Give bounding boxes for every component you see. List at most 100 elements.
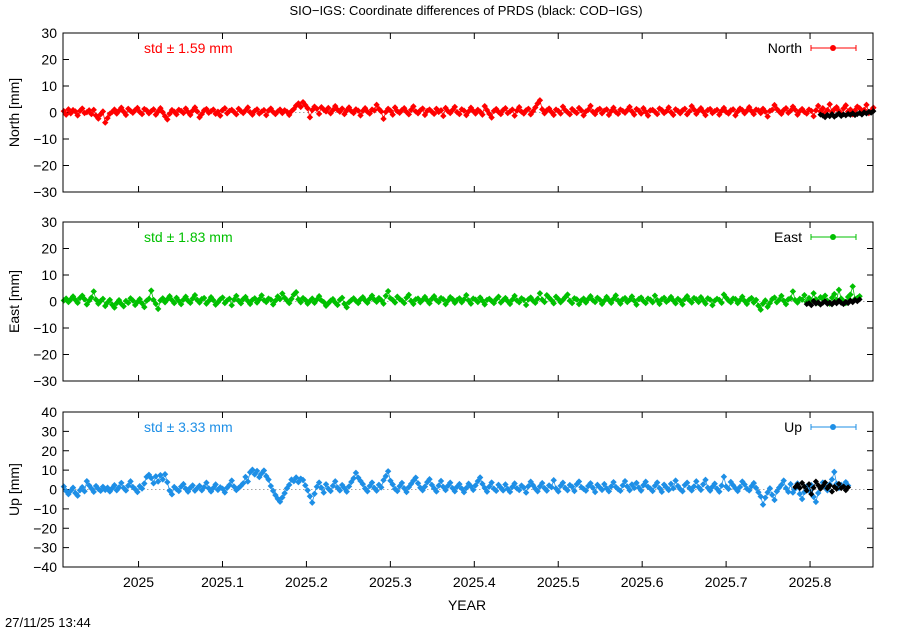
data-point [759, 105, 767, 112]
std-annotation: std ± 1.59 mm [144, 40, 233, 56]
data-point [568, 483, 576, 490]
data-point [97, 297, 104, 305]
data-point [697, 486, 705, 494]
data-point [651, 108, 659, 115]
data-point [378, 108, 385, 115]
data-point [389, 111, 396, 118]
data-point [550, 111, 557, 119]
data-point [702, 111, 709, 119]
data-point [591, 110, 599, 118]
data-point [762, 494, 769, 501]
data-point [679, 107, 686, 114]
data-point [787, 480, 794, 488]
data-point [288, 295, 295, 303]
data-point [253, 106, 261, 113]
data-point [88, 485, 95, 492]
data-point [306, 493, 314, 500]
reference-series-north [817, 108, 877, 121]
data-point [410, 300, 417, 308]
data-point [642, 478, 649, 485]
data-point [566, 111, 574, 118]
data-point [306, 114, 314, 121]
data-point [564, 487, 571, 494]
data-point [343, 488, 350, 495]
data-point [642, 108, 649, 116]
reference-point [856, 296, 863, 303]
data-point [134, 488, 141, 496]
data-point [801, 291, 808, 299]
data-point [573, 109, 580, 117]
data-point [177, 483, 185, 490]
data-point [338, 105, 346, 112]
data-point [269, 487, 277, 495]
data-point [614, 485, 622, 493]
data-point [548, 483, 555, 491]
data-point [175, 297, 183, 305]
data-point [244, 104, 252, 111]
data-point [212, 481, 219, 488]
data-point [697, 294, 705, 301]
data-point [626, 103, 633, 111]
data-point [424, 107, 431, 115]
y-tick-label: 20 [41, 52, 57, 68]
data-point [311, 490, 318, 497]
data-point [99, 108, 107, 115]
data-point [118, 104, 125, 111]
data-point [382, 472, 390, 480]
data-point [605, 111, 613, 119]
data-point [688, 487, 695, 494]
data-point [136, 295, 143, 303]
data-point [516, 104, 523, 111]
data-point [628, 108, 636, 115]
data-point [683, 479, 691, 486]
data-point [815, 489, 822, 497]
data-point [709, 302, 716, 309]
data-point [677, 110, 684, 117]
data-point [640, 482, 647, 489]
data-point [539, 479, 546, 487]
data-point [704, 106, 712, 114]
data-point [851, 107, 859, 114]
data-point [157, 471, 164, 479]
data-point [766, 485, 774, 492]
data-point [315, 110, 323, 118]
data-point [92, 112, 100, 119]
data-point [279, 494, 286, 501]
data-point [578, 483, 585, 491]
data-point [235, 484, 242, 492]
data-point [759, 501, 767, 508]
data-point [205, 485, 212, 492]
data-point [219, 106, 226, 114]
data-point [573, 296, 580, 303]
x-tick-label: 2025.4 [453, 574, 496, 590]
data-point [168, 106, 176, 114]
std-annotation: std ± 1.83 mm [144, 229, 233, 245]
data-point [380, 115, 387, 123]
data-point [145, 110, 153, 117]
data-point [706, 105, 714, 113]
data-point [129, 297, 137, 304]
data-point [670, 111, 677, 119]
data-point [318, 484, 325, 491]
data-point [440, 112, 447, 120]
data-point [191, 104, 199, 111]
data-point [511, 112, 518, 119]
data-point [442, 486, 449, 494]
panel-frame [62, 221, 874, 382]
data-point [85, 107, 93, 114]
data-point [410, 103, 417, 110]
data-point [647, 485, 654, 492]
data-point [157, 105, 164, 112]
data-point [578, 107, 585, 114]
data-point [575, 478, 583, 485]
data-point [796, 490, 804, 498]
data-point [244, 297, 252, 305]
data-point [513, 297, 521, 304]
data-point [161, 470, 169, 478]
data-point [249, 296, 256, 304]
data-point [612, 292, 620, 299]
data-point [564, 291, 571, 298]
data-point [456, 480, 463, 488]
data-point [304, 105, 311, 112]
data-point [350, 475, 357, 482]
